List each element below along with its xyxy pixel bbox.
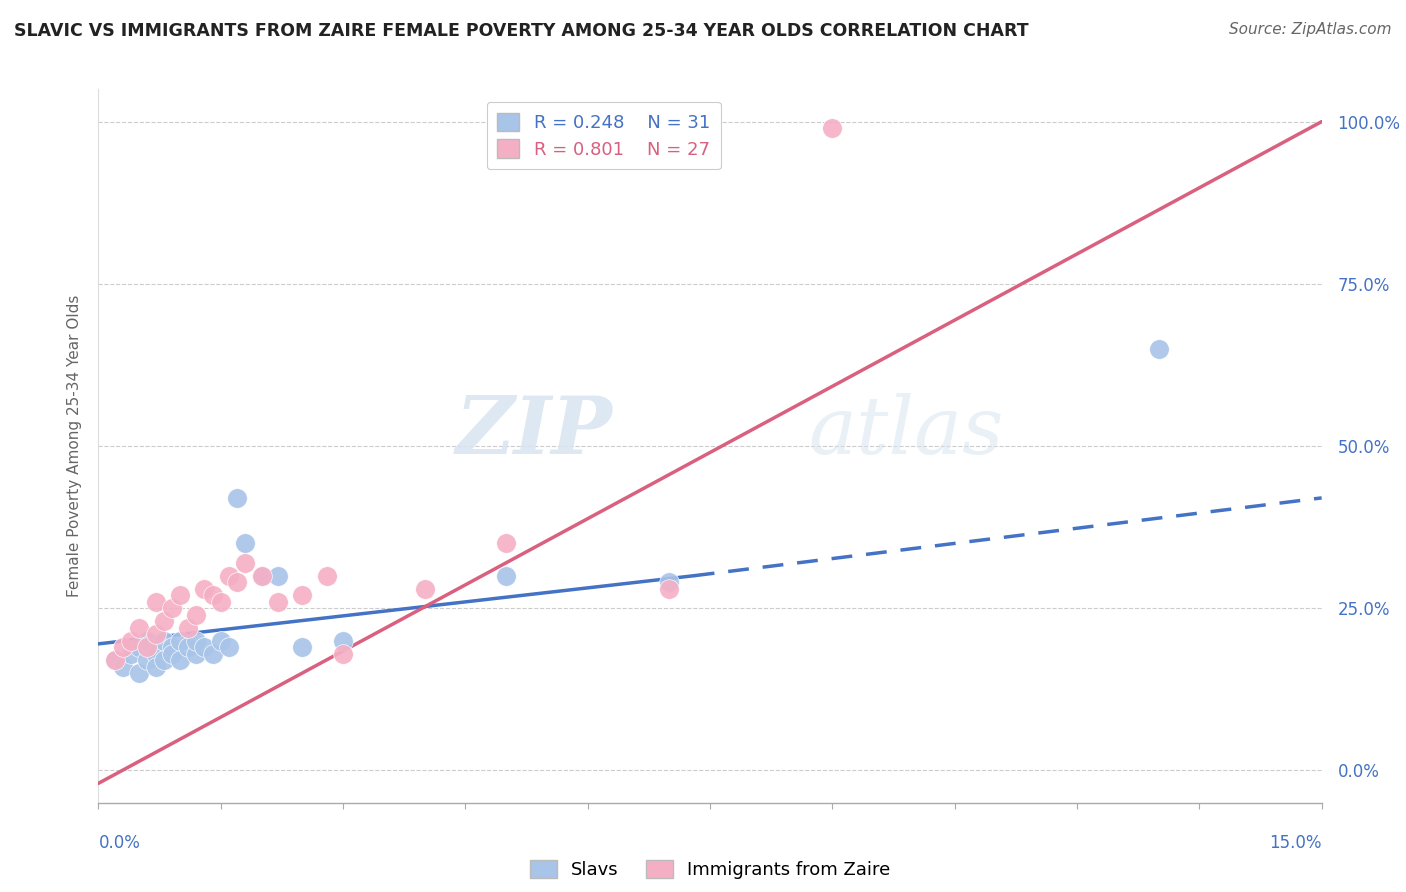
Point — [160, 640, 183, 654]
Point — [104, 653, 127, 667]
Point — [332, 633, 354, 648]
Point — [145, 627, 167, 641]
Point — [136, 633, 159, 648]
Text: 15.0%: 15.0% — [1270, 834, 1322, 852]
Point — [145, 659, 167, 673]
Point — [495, 536, 517, 550]
Text: atlas: atlas — [808, 393, 1004, 470]
Point — [821, 121, 844, 136]
Point — [291, 640, 314, 654]
Point — [111, 640, 134, 654]
Point — [169, 633, 191, 648]
Point — [233, 556, 256, 570]
Point — [201, 647, 224, 661]
Point — [104, 653, 127, 667]
Point — [226, 575, 249, 590]
Point — [209, 595, 232, 609]
Point — [495, 568, 517, 582]
Point — [128, 640, 150, 654]
Point — [332, 647, 354, 661]
Point — [218, 640, 240, 654]
Point — [160, 647, 183, 661]
Point — [136, 640, 159, 654]
Point — [128, 621, 150, 635]
Point — [267, 568, 290, 582]
Point — [186, 647, 208, 661]
Point — [169, 653, 191, 667]
Point — [315, 568, 337, 582]
Point — [193, 640, 215, 654]
Point — [145, 647, 167, 661]
Point — [1147, 342, 1170, 356]
Point — [136, 653, 159, 667]
Point — [658, 582, 681, 596]
Point — [128, 666, 150, 681]
Point — [201, 588, 224, 602]
Point — [152, 653, 174, 667]
Text: Source: ZipAtlas.com: Source: ZipAtlas.com — [1229, 22, 1392, 37]
Point — [177, 640, 200, 654]
Point — [145, 595, 167, 609]
Point — [193, 582, 215, 596]
Point — [160, 601, 183, 615]
Y-axis label: Female Poverty Among 25-34 Year Olds: Female Poverty Among 25-34 Year Olds — [66, 295, 82, 597]
Point — [120, 633, 142, 648]
Text: SLAVIC VS IMMIGRANTS FROM ZAIRE FEMALE POVERTY AMONG 25-34 YEAR OLDS CORRELATION: SLAVIC VS IMMIGRANTS FROM ZAIRE FEMALE P… — [14, 22, 1029, 40]
Point — [186, 607, 208, 622]
Point — [177, 621, 200, 635]
Point — [413, 582, 436, 596]
Point — [169, 588, 191, 602]
Point — [186, 633, 208, 648]
Point — [152, 633, 174, 648]
Point — [658, 575, 681, 590]
Point — [209, 633, 232, 648]
Point — [291, 588, 314, 602]
Point — [152, 614, 174, 628]
Point — [250, 568, 273, 582]
Point — [233, 536, 256, 550]
Text: 0.0%: 0.0% — [98, 834, 141, 852]
Legend: Slavs, Immigrants from Zaire: Slavs, Immigrants from Zaire — [522, 853, 898, 887]
Point — [111, 659, 134, 673]
Point — [218, 568, 240, 582]
Text: ZIP: ZIP — [456, 393, 612, 470]
Point — [250, 568, 273, 582]
Point — [120, 647, 142, 661]
Point — [226, 491, 249, 505]
Point — [267, 595, 290, 609]
